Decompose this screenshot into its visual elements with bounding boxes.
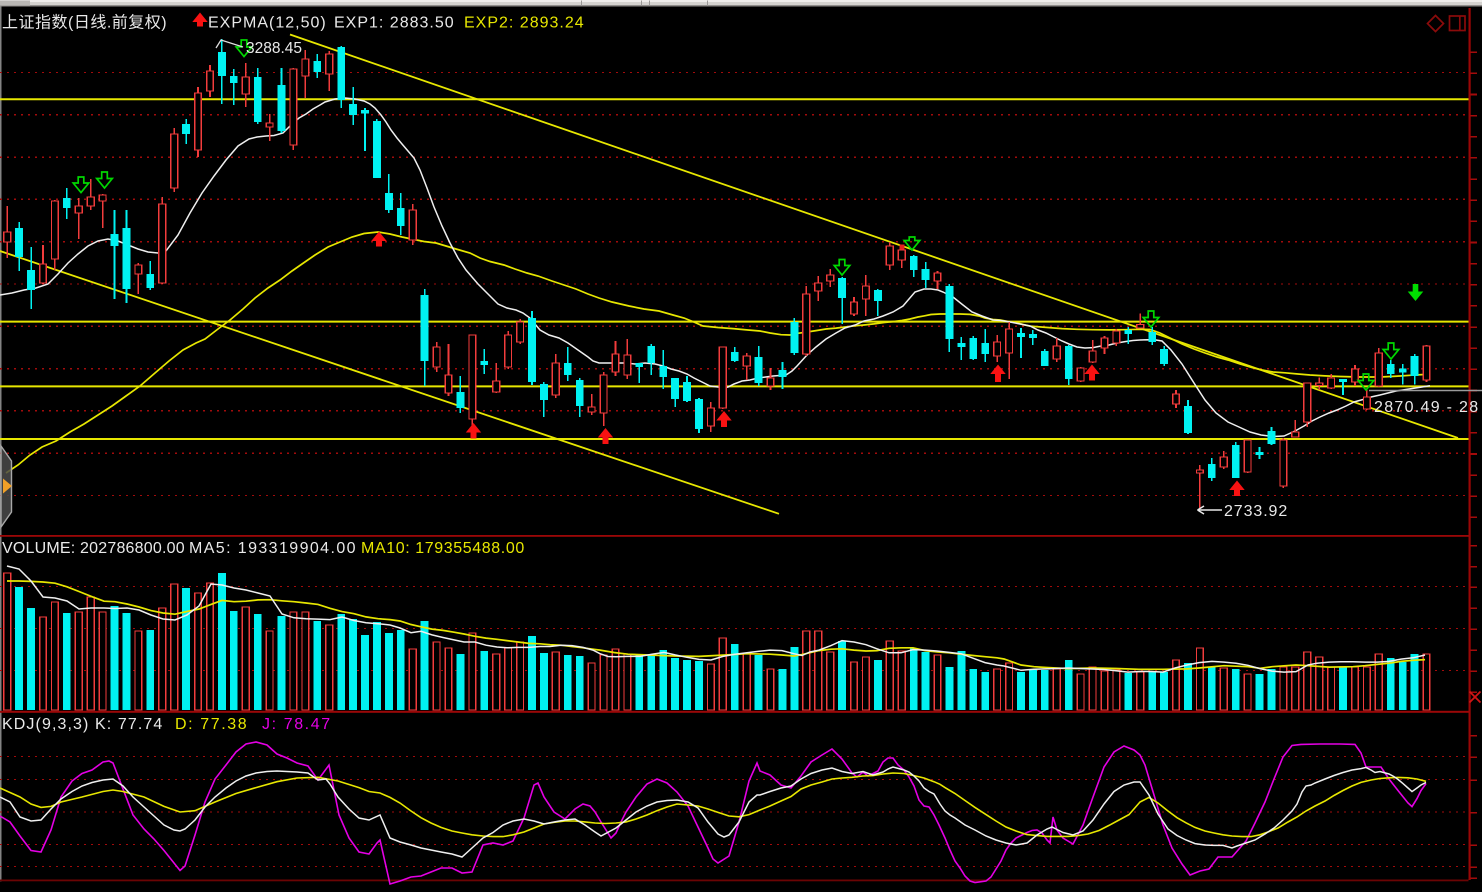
svg-text:EXPMA(12,50): EXPMA(12,50) (208, 15, 327, 32)
svg-text:VOLUME: 202786800.00: VOLUME: 202786800.00 (2, 540, 185, 557)
svg-text:上证指数(日线.前复权): 上证指数(日线.前复权) (2, 14, 167, 32)
svg-text:J: 78.47: J: 78.47 (262, 716, 332, 733)
svg-text:D: 77.38: D: 77.38 (175, 716, 248, 733)
svg-text:EXP1: 2883.50: EXP1: 2883.50 (334, 15, 455, 32)
svg-text:KDJ(9,3,3) K: 77.74: KDJ(9,3,3) K: 77.74 (2, 716, 163, 733)
svg-text:EXP2: 2893.24: EXP2: 2893.24 (464, 15, 585, 32)
svg-text:MA10: 179355488.00: MA10: 179355488.00 (361, 540, 525, 557)
svg-text:MA5: 193319904.00: MA5: 193319904.00 (189, 540, 357, 557)
svg-text:2870.49 - 28: 2870.49 - 28 (1374, 399, 1479, 416)
svg-text:2733.92: 2733.92 (1224, 503, 1288, 520)
svg-text:3288.45: 3288.45 (246, 40, 302, 57)
